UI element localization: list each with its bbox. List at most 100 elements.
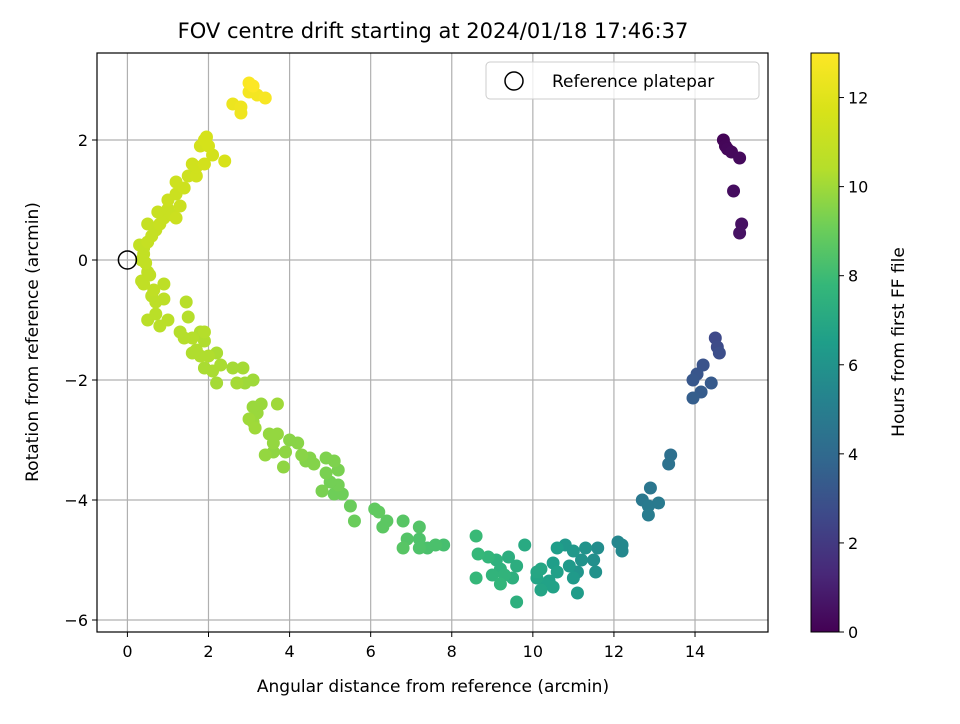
data-point <box>295 448 309 462</box>
x-tick-label: 4 <box>284 642 294 661</box>
data-point <box>510 559 524 573</box>
data-point <box>258 91 272 105</box>
data-point <box>469 571 483 585</box>
x-tick-label: 12 <box>604 642 624 661</box>
data-point <box>570 586 584 600</box>
data-point <box>181 310 195 324</box>
x-axis-ticks: 0 2 4 6 8 10 12 14 <box>122 632 705 661</box>
data-point <box>230 376 244 390</box>
data-point <box>733 226 747 240</box>
legend: Reference platepar <box>485 61 760 100</box>
data-point <box>283 433 297 447</box>
data-point <box>412 532 426 546</box>
data-point <box>733 151 747 165</box>
data-point <box>566 544 580 558</box>
x-tick-label: 10 <box>523 642 543 661</box>
data-point <box>615 544 629 558</box>
colorbar-tick-label: 12 <box>848 89 868 108</box>
data-points <box>133 76 749 609</box>
data-point <box>319 466 333 480</box>
colorbar-gradient <box>810 52 840 633</box>
data-point <box>189 169 203 183</box>
data-point <box>347 514 361 528</box>
data-point <box>662 457 676 471</box>
data-point <box>279 445 293 459</box>
data-point <box>157 292 171 306</box>
y-tick-label: −4 <box>64 491 88 510</box>
data-point <box>185 346 199 360</box>
x-axis-label: Angular distance from reference (arcmin) <box>257 677 609 697</box>
data-point <box>652 496 666 510</box>
colorbar-tick-label: 2 <box>848 534 858 553</box>
y-tick-label: 0 <box>78 251 88 270</box>
data-point <box>143 268 157 282</box>
colorbar-ticks: 0 2 4 6 8 10 12 <box>839 89 868 642</box>
data-point <box>550 565 564 579</box>
data-point <box>566 571 580 585</box>
legend-marker-reference <box>504 71 524 91</box>
data-point <box>141 217 155 231</box>
colorbar-tick-label: 4 <box>848 445 858 464</box>
reference-platepar-marker <box>117 250 138 270</box>
data-point <box>135 253 149 267</box>
data-point <box>396 541 410 555</box>
data-point <box>530 565 544 579</box>
data-point <box>485 568 499 582</box>
data-point <box>574 553 588 567</box>
data-point <box>153 319 167 333</box>
colorbar-tick-label: 10 <box>848 178 868 197</box>
data-point <box>246 400 260 414</box>
data-point <box>197 325 211 339</box>
plot-area: 0 2 4 6 8 10 12 14 −6 −4 −2 0 2 <box>64 52 769 661</box>
x-tick-label: 6 <box>366 642 376 661</box>
data-point <box>412 520 426 534</box>
data-point <box>236 361 250 375</box>
chart-title: FOV centre drift starting at 2024/01/18 … <box>178 19 689 43</box>
x-tick-label: 14 <box>685 642 705 661</box>
data-point <box>686 391 700 405</box>
data-point <box>147 283 161 297</box>
data-point <box>376 520 390 534</box>
data-point <box>550 541 564 555</box>
data-point <box>151 205 165 219</box>
x-tick-label: 8 <box>447 642 457 661</box>
y-tick-label: 2 <box>78 131 88 150</box>
x-tick-label: 0 <box>122 642 132 661</box>
data-point <box>173 325 187 339</box>
data-point <box>368 502 382 516</box>
data-point <box>704 376 718 390</box>
colorbar-tick-label: 6 <box>848 356 858 375</box>
data-point <box>469 529 483 543</box>
data-point <box>591 541 605 555</box>
colorbar-tick-label: 8 <box>848 267 858 286</box>
data-point <box>248 421 262 435</box>
data-point <box>270 397 284 411</box>
data-point <box>315 484 329 498</box>
data-point <box>234 106 248 120</box>
y-axis-ticks: −6 −4 −2 0 2 <box>64 131 97 630</box>
colorbar: 0 2 4 6 8 10 12 Hours from first FF file <box>810 52 909 642</box>
data-point <box>579 541 593 555</box>
data-point <box>197 157 211 171</box>
plot-frame <box>96 52 769 633</box>
data-point <box>502 550 516 564</box>
data-point <box>396 514 410 528</box>
data-point <box>471 547 485 561</box>
data-point <box>149 307 163 321</box>
data-point <box>641 499 655 513</box>
data-point <box>185 157 199 171</box>
x-tick-label: 2 <box>203 642 213 661</box>
colorbar-tick-label: 0 <box>848 623 858 642</box>
data-point <box>534 583 548 597</box>
data-point <box>277 460 291 474</box>
colorbar-label: Hours from first FF file <box>889 247 909 437</box>
data-point <box>258 448 272 462</box>
data-point <box>412 541 426 555</box>
data-point <box>343 499 357 513</box>
data-point <box>226 361 240 375</box>
data-point <box>518 538 532 552</box>
data-point <box>510 595 524 609</box>
data-point <box>201 139 215 153</box>
data-point <box>173 199 187 213</box>
